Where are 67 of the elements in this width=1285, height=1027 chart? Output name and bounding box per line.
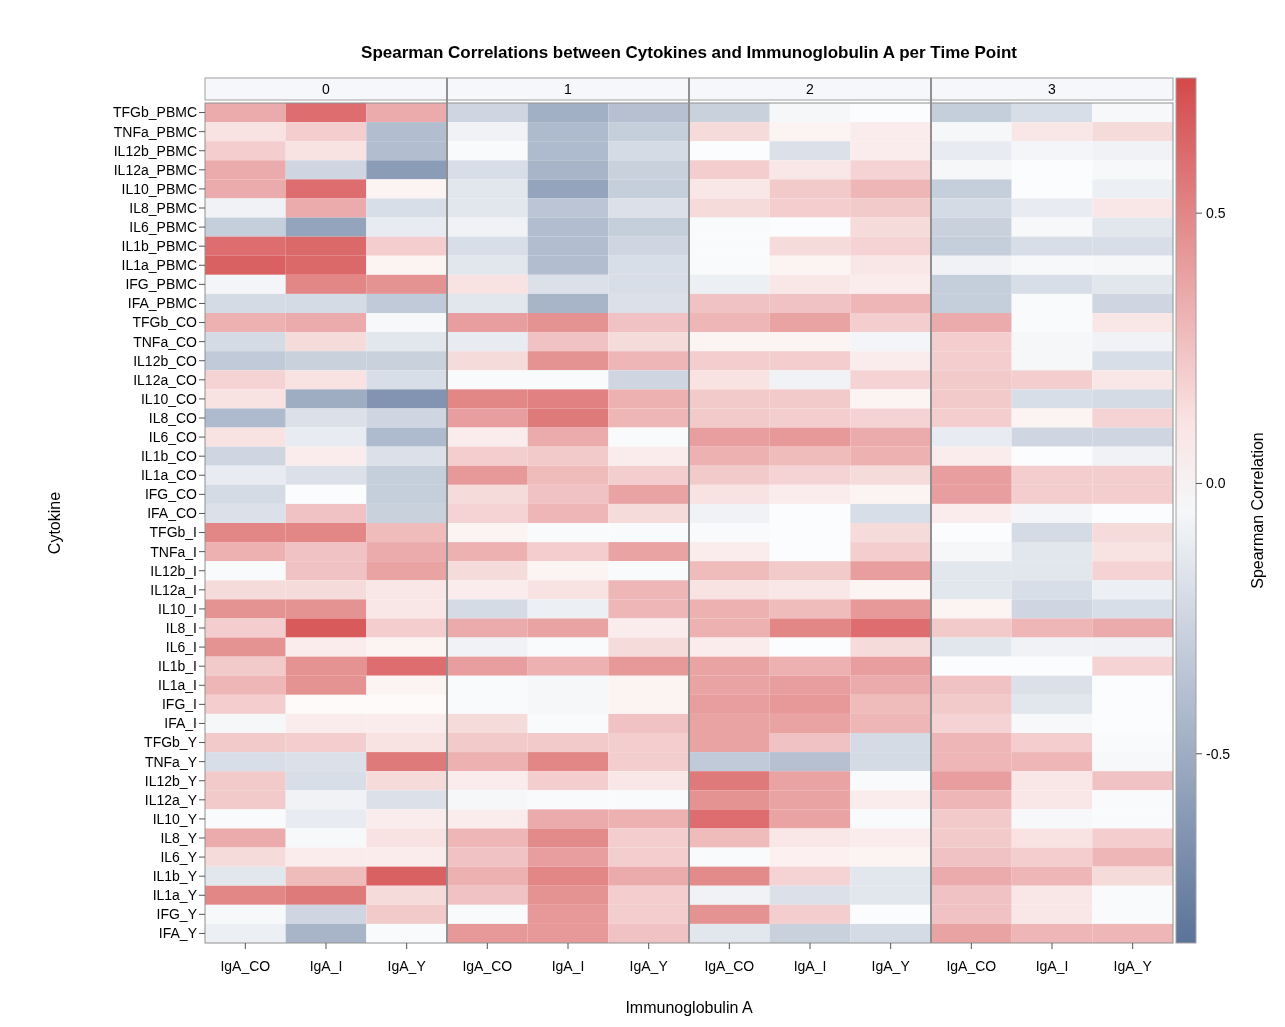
y-tick-label: TFGb_I (149, 524, 197, 541)
y-tick-label: IFG_I (161, 696, 197, 713)
y-tick-label: TFGb_CO (132, 314, 198, 331)
y-tick-label: IL12b_Y (144, 772, 198, 789)
y-tick-label: IL8_I (165, 619, 197, 636)
x-tick-label: IgA_I (309, 958, 343, 974)
x-tick-label: IgA_Y (1113, 958, 1153, 974)
text: 2 (806, 81, 815, 97)
x-tick-label: IgA_CO (220, 958, 271, 974)
y-tick-label: TFGb_PBMC (112, 104, 197, 121)
text: 0 (322, 81, 331, 97)
chart-title: Spearman Correlations between Cytokines and Immunoglobulin A per Time Point (361, 43, 1018, 62)
y-tick-label: IFA_I (164, 715, 197, 732)
x-tick-label: IgA_CO (462, 958, 513, 974)
y-tick-label: IL1b_PBMC (121, 238, 197, 255)
y-tick-label: IL1a_Y (152, 887, 198, 904)
x-tick-label: IgA_Y (629, 958, 669, 974)
y-tick-label: IL6_CO (148, 428, 198, 445)
y-tick-label: IFA_CO (147, 505, 198, 522)
y-tick-label: IL12a_CO (133, 371, 198, 388)
y-tick-label: IL1a_I (158, 677, 197, 694)
y-tick-label: TNFa_CO (133, 333, 198, 350)
color-bar-label: -0.5 (1206, 745, 1231, 762)
y-tick-label: IL1b_CO (140, 448, 198, 465)
y-tick-label: IFG_CO (144, 486, 198, 503)
y-tick-label: IL8_PBMC (129, 199, 197, 216)
y-tick-label: IL8_CO (148, 409, 198, 426)
x-tick-label: IgA_I (551, 958, 585, 974)
y-tick-label: IL12b_CO (133, 352, 198, 369)
y-tick-label: IL12b_I (150, 562, 197, 579)
y-tick-label: IFG_PBMC (125, 276, 197, 293)
x-tick-label: IgA_Y (871, 958, 911, 974)
y-tick-label: TNFa_PBMC (113, 123, 197, 140)
y-tick-label: IL10_PBMC (121, 180, 197, 197)
y-tick-label: IL10_Y (152, 810, 198, 827)
text: 1 (564, 81, 573, 97)
x-tick-label: IgA_I (793, 958, 827, 974)
x-axis-title: Immunoglobulin A (625, 999, 753, 1016)
y-tick-label: IL12a_PBMC (113, 161, 197, 178)
x-tick-label: IgA_CO (704, 958, 755, 974)
y-tick-label: TNFa_Y (144, 753, 198, 770)
y-tick-label: IL6_I (165, 638, 197, 655)
y-tick-label: IL12a_Y (144, 791, 198, 808)
y-tick-label: IL6_Y (160, 848, 198, 865)
y-tick-label: TFGb_Y (144, 734, 198, 751)
y-tick-label: IFA_PBMC (127, 295, 197, 312)
y-tick-label: IL10_CO (140, 390, 198, 407)
x-tick-label: IgA_CO (946, 958, 997, 974)
x-tick-label: IgA_I (1035, 958, 1069, 974)
y-tick-label: IL10_I (158, 600, 197, 617)
y-tick-label: IL1b_I (158, 658, 197, 675)
color-bar-label: 0.0 (1206, 475, 1226, 492)
color-bar-label: 0.5 (1206, 205, 1226, 222)
y-tick-label: IFG_Y (156, 906, 198, 923)
y-tick-label: IFA_Y (158, 925, 198, 942)
y-tick-label: IL1b_Y (152, 868, 198, 885)
y-tick-label: IL6_PBMC (129, 218, 197, 235)
y-tick-label: IL1a_PBMC (121, 257, 197, 274)
y-tick-label: IL12b_PBMC (113, 142, 197, 159)
y-axis-title: Cytokine (46, 491, 63, 555)
y-tick-label: IL1a_CO (140, 467, 198, 484)
y-tick-label: IL12a_I (150, 581, 197, 598)
y-tick-label: TNFa_I (150, 543, 197, 560)
color-bar-title: Spearman Correlation (1249, 432, 1266, 589)
text: 3 (1048, 81, 1057, 97)
y-tick-label: IL8_Y (160, 829, 198, 846)
x-tick-label: IgA_Y (387, 958, 427, 974)
